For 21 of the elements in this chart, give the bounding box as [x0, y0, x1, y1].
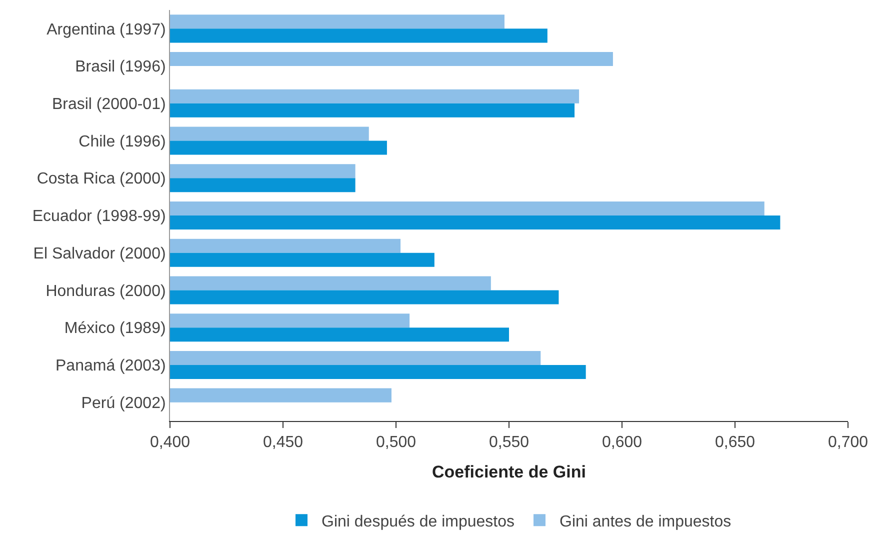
- x-tick-label: 0,400: [150, 434, 190, 452]
- y-tick-label: Ecuador (1998-99): [32, 208, 166, 226]
- x-tick-label: 0,450: [262, 434, 304, 452]
- y-tick-label: Argentina (1997): [46, 21, 166, 38]
- y-tick-label: Chile (1996): [78, 133, 166, 150]
- x-tick-label: 0,650: [714, 434, 756, 452]
- legend-label: Gini después de impuestos: [322, 513, 514, 530]
- x-tick-label: 0,700: [828, 434, 868, 452]
- x-tick-label: 0,600: [602, 434, 642, 452]
- y-tick-label: Costa Rica (2000): [36, 170, 166, 188]
- y-tick-label: Panamá (2003): [56, 358, 166, 375]
- y-tick-label: El Salvador (2000): [33, 245, 166, 262]
- x-tick-label: 0,550: [488, 434, 530, 452]
- y-tick-label: Honduras (2000): [46, 282, 166, 300]
- x-tick-label: 0,500: [376, 434, 416, 452]
- y-tick-label: Perú (2002): [81, 394, 166, 412]
- y-tick-label: Brasil (1996): [75, 58, 166, 76]
- y-tick-label: Brasil (2000-01): [52, 96, 166, 114]
- x-axis-title: Coeficiente de Gini: [432, 462, 586, 482]
- legend-label: Gini antes de impuestos: [560, 513, 732, 530]
- y-tick-label: México (1989): [64, 320, 166, 338]
